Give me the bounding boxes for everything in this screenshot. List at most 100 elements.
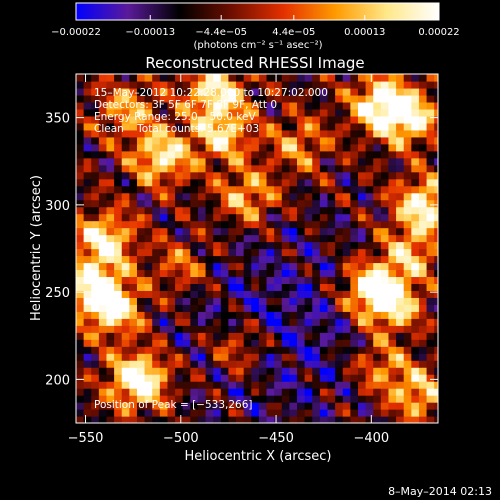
heatmap-cell	[98, 381, 108, 389]
heatmap-cell	[76, 276, 85, 284]
heatmap-cell	[121, 360, 130, 368]
heatmap-cell	[350, 87, 359, 96]
heatmap-cell	[373, 388, 382, 396]
heatmap-cell	[380, 248, 390, 257]
heatmap-cell	[182, 262, 191, 271]
heatmap-cell	[304, 143, 313, 152]
heatmap-cell	[342, 402, 351, 410]
heatmap-cell	[281, 129, 290, 138]
heatmap-cell	[304, 157, 313, 166]
heatmap-cell	[289, 374, 298, 382]
heatmap-cell	[197, 332, 207, 340]
heatmap-cell	[106, 101, 115, 110]
heatmap-cell	[403, 220, 412, 229]
heatmap-cell	[304, 353, 313, 361]
heatmap-cell	[319, 227, 329, 236]
heatmap-cell	[152, 269, 161, 278]
heatmap-cell	[228, 199, 237, 208]
heatmap-cell	[418, 234, 428, 243]
heatmap-cell	[213, 199, 222, 208]
heatmap-cell	[213, 206, 222, 215]
heatmap-cell	[335, 248, 344, 257]
heatmap-cell	[289, 388, 298, 396]
heatmap-cell	[91, 74, 100, 82]
heatmap-cell	[403, 255, 412, 264]
heatmap-cell	[319, 74, 329, 82]
heatmap-cell	[144, 304, 153, 312]
heatmap-cell	[236, 325, 245, 333]
heatmap-cell	[274, 353, 283, 361]
heatmap-cell	[197, 206, 207, 215]
heatmap-cell	[304, 374, 313, 382]
heatmap-cell	[335, 311, 344, 319]
heatmap-cell	[220, 157, 230, 166]
heatmap-cell	[335, 304, 344, 312]
heatmap-cell	[312, 276, 321, 284]
heatmap-cell	[98, 367, 108, 375]
heatmap-cell	[243, 74, 252, 82]
heatmap-cell	[167, 395, 176, 403]
heatmap-cell	[114, 325, 123, 333]
heatmap-cell	[411, 122, 420, 131]
heatmap-cell	[380, 283, 390, 291]
heatmap-cell	[357, 115, 367, 124]
heatmap-cell	[411, 332, 420, 340]
heatmap-cell	[190, 115, 199, 124]
heatmap-cell	[98, 290, 108, 298]
heatmap-cell	[243, 178, 252, 187]
heatmap-cell	[365, 241, 374, 250]
heatmap-cell	[388, 122, 397, 131]
heatmap-cell	[197, 283, 207, 291]
heatmap-cell	[388, 318, 397, 326]
heatmap-cell	[182, 241, 191, 250]
heatmap-cell	[403, 178, 412, 187]
heatmap-cell	[319, 157, 329, 166]
heatmap-cell	[98, 171, 108, 180]
heatmap-cell	[411, 416, 420, 423]
heatmap-cell	[197, 115, 207, 124]
heatmap-cell	[380, 87, 390, 96]
heatmap-cell	[213, 395, 222, 403]
heatmap-cell	[114, 143, 123, 152]
annotation-total-counts: Clean Total counts: 5.67E+03	[94, 123, 259, 135]
heatmap-cell	[319, 129, 329, 138]
heatmap-cell	[251, 150, 260, 159]
heatmap-cell	[136, 248, 146, 257]
heatmap-cell	[136, 74, 146, 82]
heatmap-cell	[243, 318, 252, 326]
heatmap-cell	[266, 129, 275, 138]
heatmap-cell	[152, 227, 161, 236]
heatmap-cell	[335, 290, 344, 298]
heatmap-cell	[236, 395, 245, 403]
heatmap-cell	[312, 101, 321, 110]
heatmap-cell	[380, 388, 390, 396]
heatmap-cell	[236, 227, 245, 236]
heatmap-cell	[342, 381, 351, 389]
heatmap-cell	[83, 150, 92, 159]
heatmap-cell	[220, 332, 230, 340]
heatmap-cell	[365, 297, 374, 305]
heatmap-cell	[182, 318, 191, 326]
heatmap-cell	[388, 381, 397, 389]
heatmap-cell	[426, 374, 435, 382]
heatmap-cell	[258, 255, 268, 264]
heatmap-cell	[159, 409, 169, 417]
heatmap-cell	[136, 276, 146, 284]
heatmap-cell	[403, 80, 412, 89]
heatmap-cell	[342, 94, 351, 103]
heatmap-cell	[91, 255, 100, 264]
heatmap-cell	[380, 94, 390, 103]
heatmap-cell	[236, 74, 245, 82]
heatmap-cell	[243, 94, 252, 103]
heatmap-cell	[335, 409, 344, 417]
heatmap-cell	[106, 395, 115, 403]
heatmap-cell	[312, 171, 321, 180]
heatmap-cell	[411, 290, 420, 298]
heatmap-cell	[281, 192, 290, 201]
heatmap-cell	[411, 409, 420, 417]
heatmap-cell	[167, 416, 176, 423]
heatmap-cell	[228, 395, 237, 403]
heatmap-cell	[228, 206, 237, 215]
heatmap-cell	[403, 115, 412, 124]
heatmap-cell	[380, 290, 390, 298]
